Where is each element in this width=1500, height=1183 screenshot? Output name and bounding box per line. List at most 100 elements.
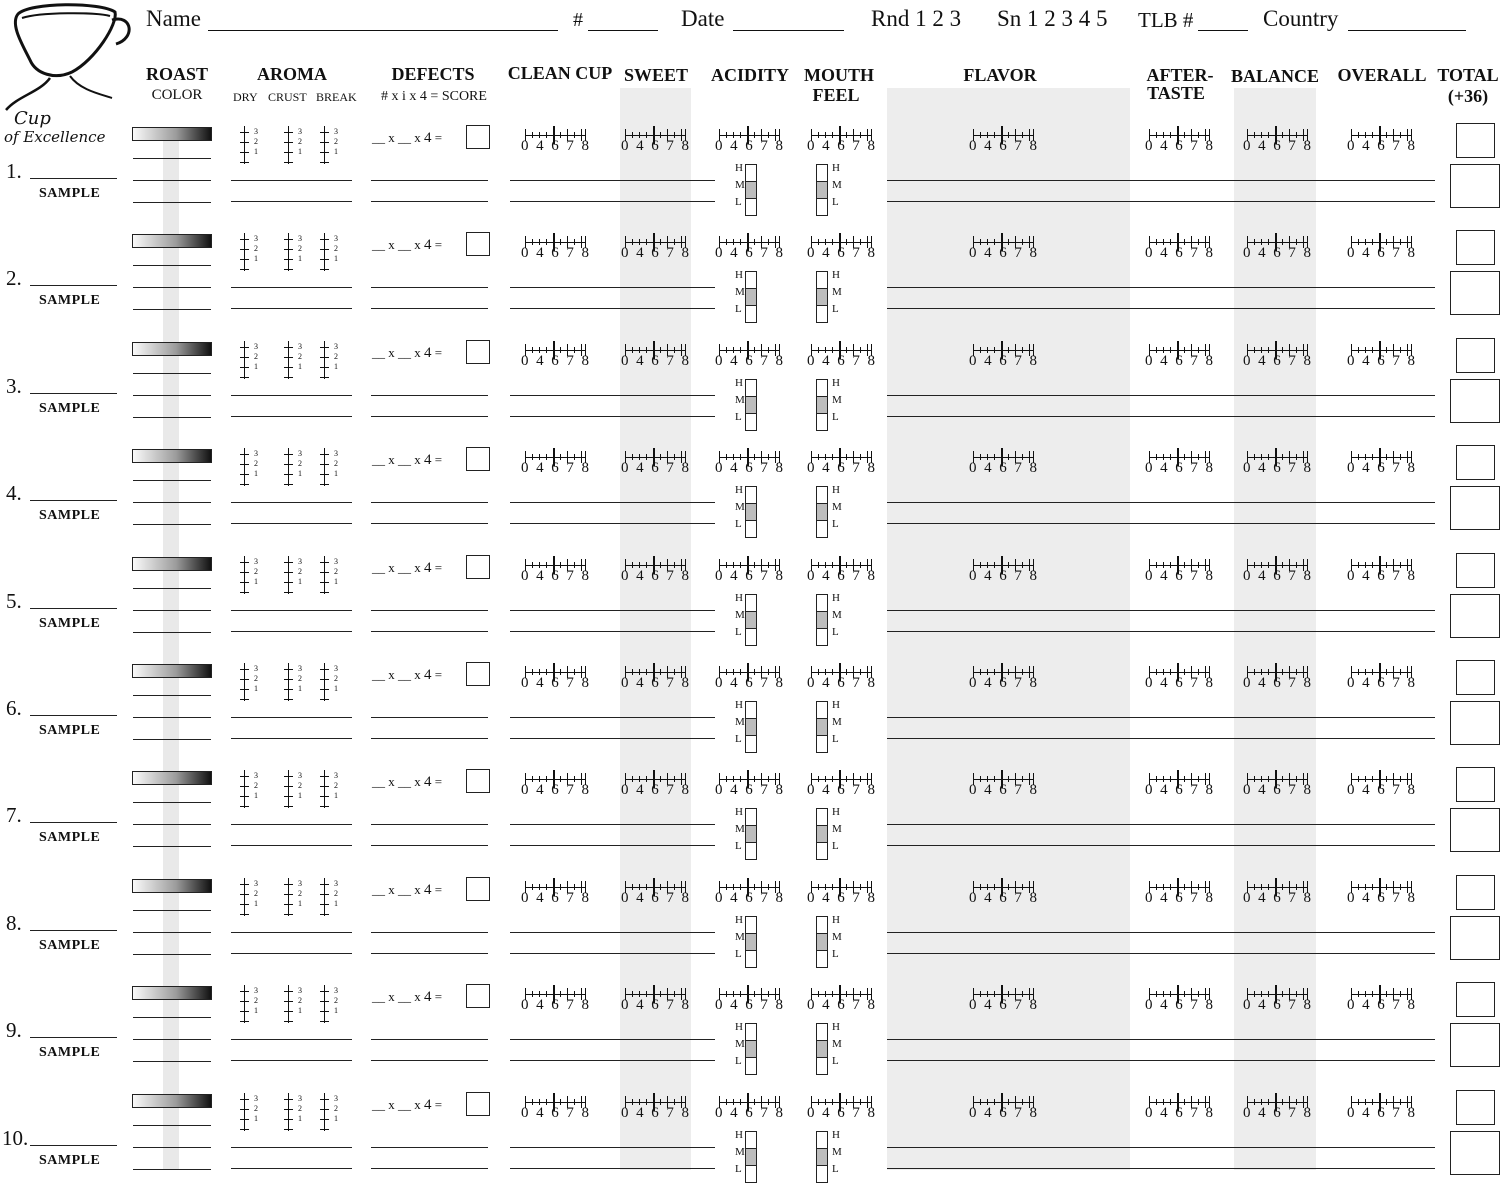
- roast-line[interactable]: [133, 695, 211, 696]
- intensity-cell[interactable]: [745, 627, 757, 646]
- notes-line-left[interactable]: [510, 845, 715, 847]
- notes-line-right[interactable]: [887, 523, 1435, 525]
- defects-score-box[interactable]: [466, 876, 490, 901]
- defects-line[interactable]: [371, 630, 488, 632]
- aroma-line[interactable]: [231, 308, 352, 310]
- intensity-cell[interactable]: [745, 1147, 757, 1166]
- total-box-small[interactable]: [1456, 552, 1495, 588]
- intensity-cell[interactable]: [816, 1130, 828, 1149]
- roast-line[interactable]: [133, 158, 211, 159]
- roast-line[interactable]: [133, 202, 211, 203]
- defects-line[interactable]: [371, 1167, 488, 1169]
- roast-line[interactable]: [133, 372, 211, 374]
- notes-line-right[interactable]: [887, 630, 1435, 632]
- notes-line-left[interactable]: [510, 952, 715, 954]
- intensity-cell[interactable]: [816, 1057, 828, 1076]
- defects-line[interactable]: [371, 415, 488, 417]
- notes-line-right[interactable]: [887, 308, 1435, 310]
- notes-line-left[interactable]: [510, 201, 715, 202]
- aroma-line[interactable]: [231, 415, 352, 417]
- roast-line[interactable]: [133, 309, 211, 311]
- roast-line[interactable]: [133, 416, 211, 418]
- aroma-line[interactable]: [231, 845, 352, 847]
- defects-line[interactable]: [371, 952, 488, 954]
- defects-line[interactable]: [371, 1039, 488, 1041]
- name-field[interactable]: [208, 4, 558, 31]
- tlb-field[interactable]: [1198, 4, 1248, 31]
- defects-line[interactable]: [371, 201, 488, 202]
- intensity-cell[interactable]: [816, 520, 828, 539]
- intensity-cell[interactable]: [745, 1164, 757, 1183]
- total-box-large[interactable]: [1450, 271, 1500, 316]
- aroma-line[interactable]: [231, 394, 352, 396]
- sample-id-field[interactable]: [30, 285, 117, 287]
- country-field[interactable]: [1348, 4, 1466, 31]
- roast-line[interactable]: [133, 631, 211, 633]
- defects-formula[interactable]: __ x __ x 4 =: [372, 237, 443, 254]
- sample-id-field[interactable]: [30, 715, 117, 716]
- total-box-small[interactable]: [1456, 660, 1495, 695]
- defects-formula[interactable]: __ x __ x 4 =: [372, 774, 443, 791]
- defects-score-box[interactable]: [466, 769, 490, 794]
- defects-line[interactable]: [371, 717, 488, 718]
- sample-id-field[interactable]: [30, 1037, 117, 1039]
- roast-line[interactable]: [133, 524, 211, 526]
- notes-line-left[interactable]: [510, 824, 715, 826]
- total-box-large[interactable]: [1450, 808, 1500, 853]
- aroma-line[interactable]: [231, 1060, 352, 1062]
- roast-line[interactable]: [133, 953, 211, 955]
- roast-line[interactable]: [133, 394, 211, 396]
- notes-line-left[interactable]: [510, 180, 715, 181]
- roast-line[interactable]: [133, 1017, 211, 1019]
- defects-line[interactable]: [371, 287, 488, 289]
- notes-line-left[interactable]: [510, 308, 715, 310]
- defects-score-box[interactable]: [466, 447, 490, 472]
- defects-line[interactable]: [371, 394, 488, 396]
- sample-id-field[interactable]: [30, 178, 117, 179]
